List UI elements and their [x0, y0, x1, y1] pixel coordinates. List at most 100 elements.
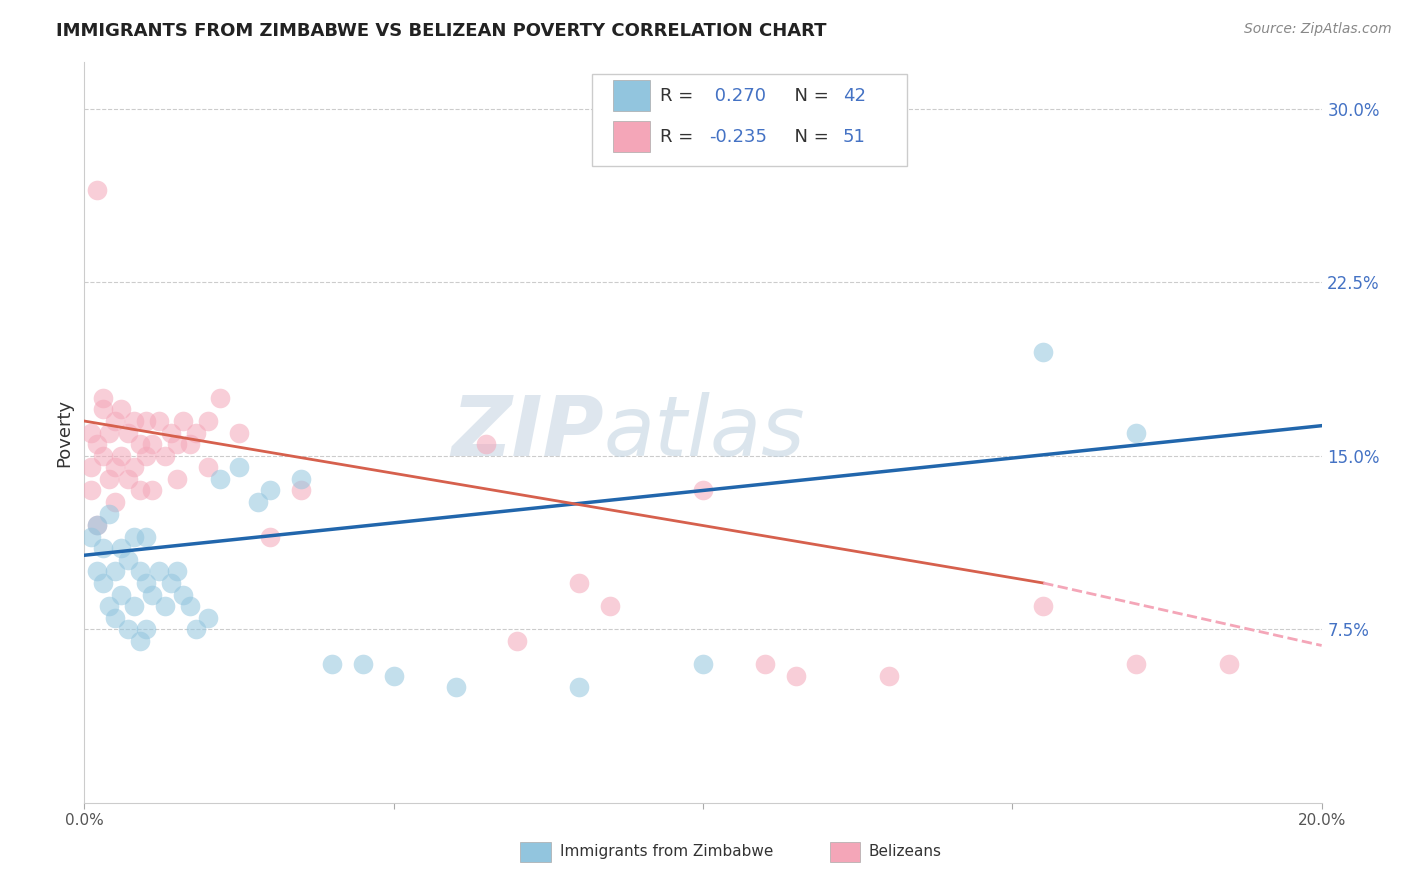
Point [86, 518, 108, 533]
Point [104, 460, 127, 475]
Point [135, 414, 157, 428]
Point [166, 565, 188, 579]
Point [129, 437, 152, 451]
Point [172, 588, 194, 602]
Point [91, 541, 114, 556]
Text: ZIP: ZIP [451, 392, 605, 473]
Point [209, 391, 232, 405]
Point [141, 588, 163, 602]
Point [153, 449, 176, 463]
Point [568, 680, 591, 694]
Point [754, 657, 776, 671]
Point [91, 576, 114, 591]
Point [1032, 344, 1054, 359]
Point [444, 680, 467, 694]
Y-axis label: Poverty: Poverty [55, 399, 73, 467]
Point [91, 449, 114, 463]
Point [877, 668, 900, 682]
Point [129, 633, 152, 648]
Point [692, 657, 714, 671]
Point [86, 183, 108, 197]
Point [98, 599, 121, 614]
Point [98, 425, 121, 440]
Text: Immigrants from Zimbabwe: Immigrants from Zimbabwe [560, 845, 773, 859]
FancyBboxPatch shape [592, 73, 907, 166]
Point [98, 472, 121, 486]
Point [785, 668, 807, 682]
Point [110, 541, 132, 556]
Point [172, 414, 194, 428]
Text: IMMIGRANTS FROM ZIMBABWE VS BELIZEAN POVERTY CORRELATION CHART: IMMIGRANTS FROM ZIMBABWE VS BELIZEAN POV… [56, 22, 827, 40]
Text: N =: N = [783, 87, 835, 104]
Point [122, 599, 145, 614]
Point [122, 414, 145, 428]
Point [382, 668, 405, 682]
Point [179, 599, 201, 614]
Point [568, 576, 591, 591]
Text: atlas: atlas [605, 392, 806, 473]
Point [259, 483, 281, 498]
Point [117, 472, 139, 486]
Text: Belizeans: Belizeans [869, 845, 942, 859]
Point [104, 611, 127, 625]
Point [86, 518, 108, 533]
Point [290, 483, 312, 498]
Point [1032, 599, 1054, 614]
Point [166, 437, 188, 451]
Point [141, 483, 163, 498]
Point [117, 425, 139, 440]
Point [209, 472, 232, 486]
Point [104, 565, 127, 579]
Point [135, 622, 157, 636]
Point [110, 402, 132, 417]
Point [1125, 425, 1147, 440]
Point [110, 588, 132, 602]
Point [692, 483, 714, 498]
Point [79, 483, 101, 498]
Point [197, 460, 219, 475]
Text: R =: R = [659, 87, 699, 104]
Point [122, 460, 145, 475]
Point [228, 425, 250, 440]
Point [228, 460, 250, 475]
Point [104, 495, 127, 509]
Text: 0.270: 0.270 [709, 87, 766, 104]
Text: -0.235: -0.235 [709, 128, 768, 145]
Point [79, 425, 101, 440]
Point [184, 622, 207, 636]
Point [135, 530, 157, 544]
Point [79, 460, 101, 475]
Point [599, 599, 621, 614]
Point [91, 402, 114, 417]
Point [197, 611, 219, 625]
Point [86, 437, 108, 451]
Point [129, 483, 152, 498]
Point [117, 622, 139, 636]
Point [148, 414, 170, 428]
Bar [613, 121, 650, 153]
Point [160, 425, 183, 440]
Point [160, 576, 183, 591]
Point [197, 414, 219, 428]
Point [141, 437, 163, 451]
Point [122, 530, 145, 544]
Point [1125, 657, 1147, 671]
Point [179, 437, 201, 451]
Text: 42: 42 [842, 87, 866, 104]
Point [79, 530, 101, 544]
Point [110, 449, 132, 463]
Point [98, 507, 121, 521]
Point [153, 599, 176, 614]
Point [166, 472, 188, 486]
Point [1218, 657, 1240, 671]
Point [184, 425, 207, 440]
Point [321, 657, 343, 671]
Point [129, 565, 152, 579]
Text: R =: R = [659, 128, 699, 145]
Point [135, 576, 157, 591]
Point [290, 472, 312, 486]
Point [86, 565, 108, 579]
Point [104, 414, 127, 428]
Point [506, 633, 529, 648]
Point [91, 391, 114, 405]
